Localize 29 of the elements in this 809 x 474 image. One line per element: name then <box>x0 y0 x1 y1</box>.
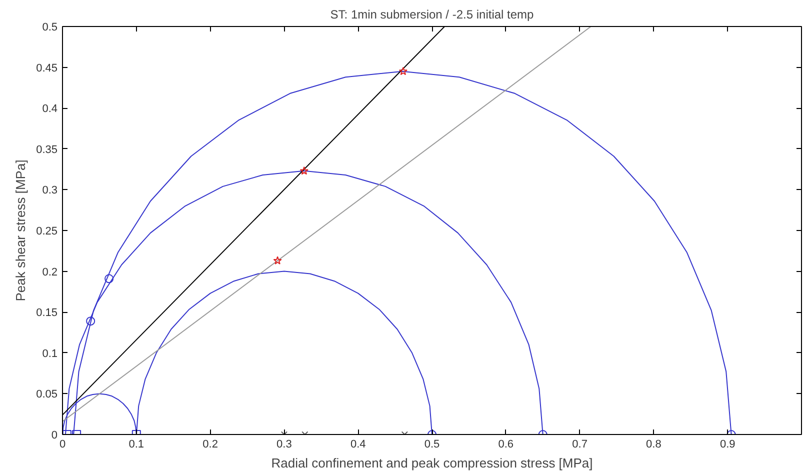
point <box>273 256 282 264</box>
y-tick-label: 0.5 <box>42 22 58 34</box>
x-tick-label: 0.5 <box>424 438 440 450</box>
x-axis-title: Radial confinement and peak compression stress [MPa] <box>271 456 593 470</box>
x-tick-label: 0.8 <box>646 438 662 450</box>
chart-title: ST: 1min submersion / -2.5 initial temp <box>330 8 534 22</box>
y-tick-label: 0.05 <box>36 388 58 401</box>
x-tick-label: 0.1 <box>128 438 144 450</box>
y-tick-label: 0.3 <box>42 184 58 197</box>
point <box>86 316 96 326</box>
y-axis-title: Peak shear stress [MPa] <box>13 160 28 302</box>
x-tick-label: 0.7 <box>572 438 588 450</box>
x-tick-label: 0.3 <box>276 438 292 450</box>
x-tick-label: 0.4 <box>350 438 366 450</box>
y-tick-label: 0.1 <box>42 348 58 360</box>
y-tick-label: 0 <box>51 430 58 442</box>
x-tick-label: 0.9 <box>720 438 736 450</box>
point <box>398 66 408 76</box>
y-tick-label: 0.45 <box>36 62 58 74</box>
point <box>300 166 308 175</box>
x-tick-label: 0.2 <box>202 438 218 450</box>
y-tick-label: 0.25 <box>36 226 58 238</box>
x-tick-label: 0.6 <box>498 438 514 450</box>
y-tick-label: 0.4 <box>42 103 58 116</box>
point <box>104 274 114 284</box>
y-tick-label: 0.2 <box>42 266 58 278</box>
y-tick-label: 0.35 <box>36 144 58 156</box>
x-tick-label: 0 <box>59 438 66 450</box>
y-tick-label: 0.15 <box>36 307 58 320</box>
